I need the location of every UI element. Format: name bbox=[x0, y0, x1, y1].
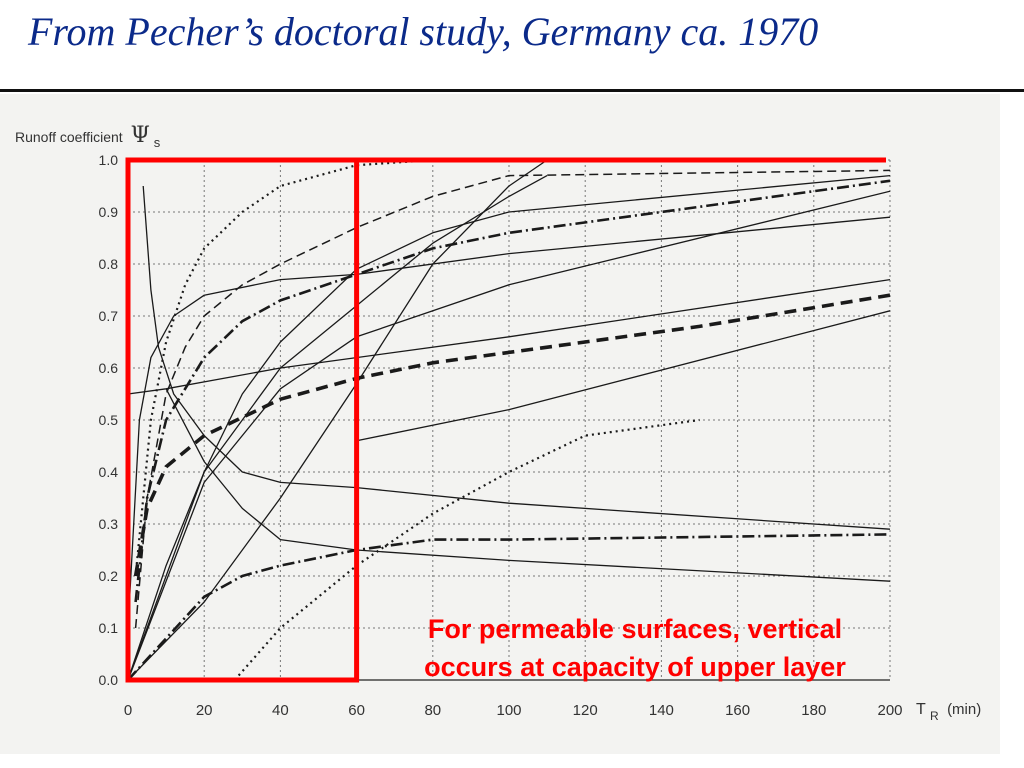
x-axis-title: T R (min) bbox=[916, 701, 981, 724]
scanned-figure-background bbox=[0, 94, 1000, 754]
y-tick-label: 1.0 bbox=[99, 152, 119, 168]
series-line bbox=[134, 179, 891, 603]
slide-title: From Pecher’s doctoral study, Germany ca… bbox=[28, 9, 819, 54]
y-tick-label: 0.2 bbox=[99, 568, 119, 584]
y-axis-symbol: Ψ bbox=[131, 123, 150, 148]
y-axis-title: Runoff coefficient Ψ s bbox=[15, 123, 161, 150]
x-tick-label: 100 bbox=[496, 702, 521, 719]
y-tick-label: 0.1 bbox=[99, 620, 119, 636]
series-line bbox=[127, 216, 891, 629]
y-tick-label: 0.8 bbox=[99, 256, 119, 272]
y-tick-label: 0.9 bbox=[99, 204, 119, 220]
x-tick-label: 160 bbox=[725, 702, 750, 719]
x-tick-label: 0 bbox=[124, 702, 132, 719]
series-line bbox=[127, 190, 891, 681]
series-line bbox=[233, 418, 700, 681]
series-line bbox=[356, 310, 891, 442]
x-tick-label: 40 bbox=[272, 702, 289, 719]
series-line bbox=[165, 388, 891, 582]
y-tick-label: 0.4 bbox=[99, 464, 119, 480]
title-divider bbox=[0, 89, 1024, 92]
y-axis-label: Runoff coefficient bbox=[15, 129, 123, 145]
y-tick-label: 0.7 bbox=[99, 308, 119, 324]
series-line bbox=[142, 185, 891, 530]
x-tick-label: 140 bbox=[649, 702, 674, 719]
series-line bbox=[127, 174, 891, 681]
series-line bbox=[134, 158, 433, 577]
y-tick-label: 0.3 bbox=[99, 516, 119, 532]
y-tick-label: 0.5 bbox=[99, 412, 119, 428]
x-tick-label: 60 bbox=[348, 702, 365, 719]
annotation-line-2: occurs at capacity of upper layer bbox=[424, 652, 846, 682]
y-tick-labels: 0.0 0.1 0.2 0.3 0.4 0.5 0.6 0.7 0.8 0.9 1.0 bbox=[99, 152, 119, 688]
series-line bbox=[127, 175, 548, 681]
y-tick-label: 0.0 bbox=[99, 672, 119, 688]
x-tick-label: 80 bbox=[424, 702, 441, 719]
x-tick-label: 200 bbox=[877, 702, 902, 719]
series-line bbox=[133, 293, 891, 577]
runoff-chart: 0.0 0.1 0.2 0.3 0.4 0.5 0.6 0.7 0.8 0.9 1.0 0 20 40 6… bbox=[15, 123, 981, 724]
x-tick-label: 180 bbox=[801, 702, 826, 719]
series-line bbox=[127, 533, 891, 681]
x-tick-label: 120 bbox=[573, 702, 598, 719]
x-tick-label: 20 bbox=[196, 702, 213, 719]
x-tick-labels: 0 20 40 60 80 100 120 140 160 180 200 bbox=[124, 702, 903, 719]
y-axis-subscript: s bbox=[154, 135, 161, 150]
y-tick-label: 0.6 bbox=[99, 360, 119, 376]
annotation-text: For permeable surfaces, vertical occurs … bbox=[355, 610, 915, 686]
highlight-box bbox=[125, 157, 360, 683]
annotation-line-1: For permeable surfaces, vertical bbox=[427, 614, 843, 644]
x-axis-symbol: T bbox=[916, 701, 926, 718]
x-axis-unit: (min) bbox=[947, 701, 981, 718]
series-line bbox=[134, 169, 891, 629]
x-axis-subscript: R bbox=[930, 709, 939, 723]
